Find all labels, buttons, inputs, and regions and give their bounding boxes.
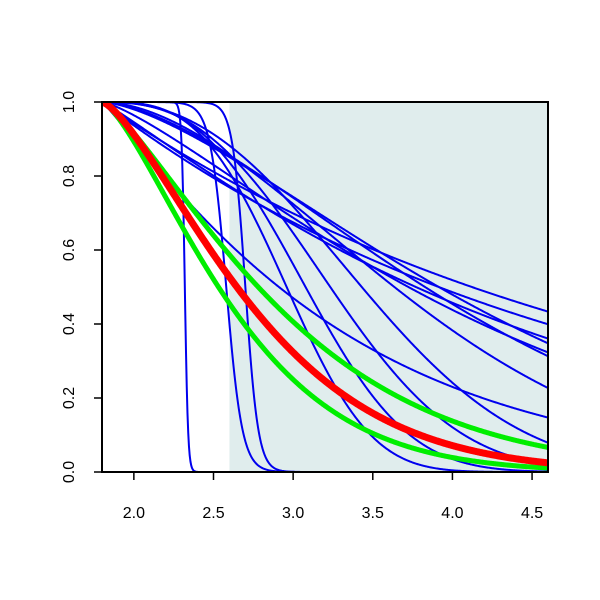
y-tick-label: 0.0 [61,461,78,483]
shaded-region-layer [229,102,548,472]
blue-curve-3 [102,102,548,466]
blue-curve-5 [102,102,548,389]
shaded-region [229,102,548,472]
y-tick-label: 1.0 [61,91,78,113]
x-axis: 2.0 2.5 3.0 3.5 4.0 4.5 [123,472,543,522]
red-curve [102,102,548,467]
x-tick-label: 4.0 [441,505,463,522]
y-tick-label: 0.6 [61,239,78,261]
plot-frame [101,101,549,473]
green-curve-1 [102,102,548,450]
y-axis: 0.0 0.2 0.4 0.6 0.8 1.0 [61,91,102,483]
steep-blue-curve-1 [102,102,548,472]
green-curve-2 [102,102,548,471]
x-tick-label: 2.5 [202,505,224,522]
x-tick-label: 3.0 [282,505,304,522]
blue-curve-7 [102,102,548,345]
blue-curve-10 [102,102,548,326]
y-tick-label: 0.4 [61,313,78,335]
blue-curve-6 [102,102,548,358]
x-tick-label: 2.0 [123,505,145,522]
curve-layer [102,102,548,472]
blue-curve-11 [102,102,548,313]
y-tick-label: 0.8 [61,165,78,187]
x-tick-label: 4.5 [521,505,543,522]
x-tick-label: 3.5 [362,505,384,522]
y-tick-label: 0.2 [61,387,78,409]
